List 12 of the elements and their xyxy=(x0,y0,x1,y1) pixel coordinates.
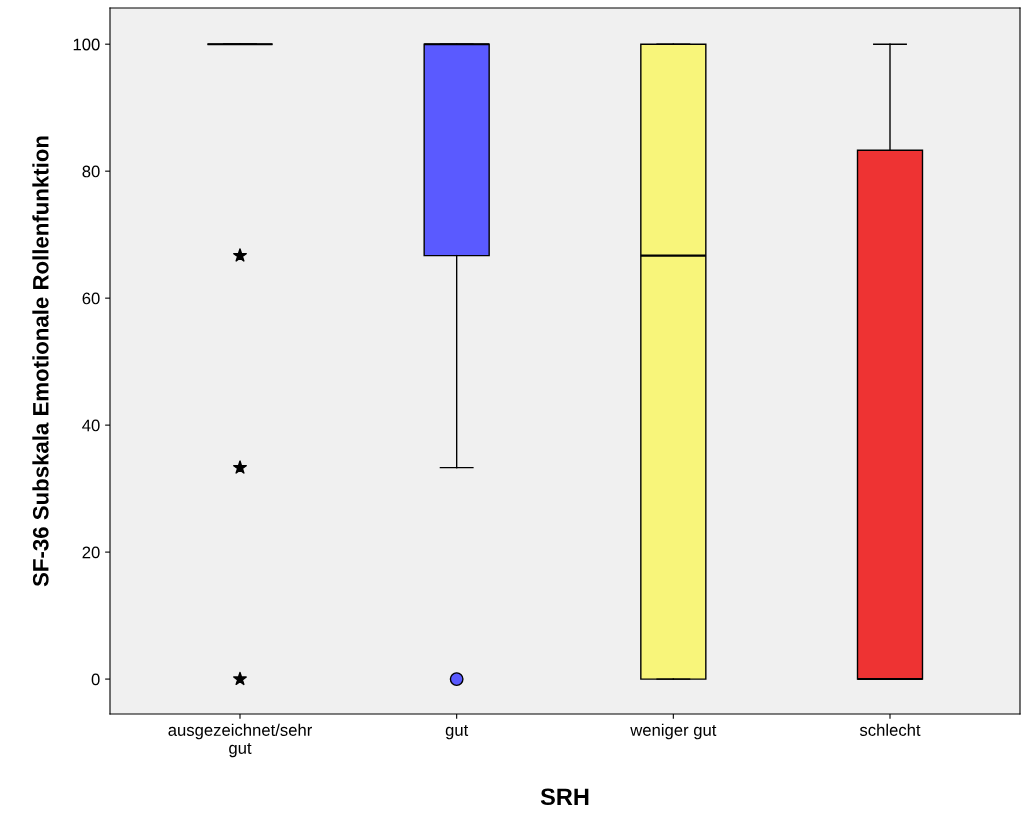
y-tick-label: 40 xyxy=(82,419,100,432)
y-tick-label: 80 xyxy=(82,165,100,178)
x-tick-label: ausgezeichnet/sehr gut xyxy=(168,723,312,758)
y-tick-label: 100 xyxy=(73,38,100,51)
y-tick-label: 60 xyxy=(82,292,100,305)
x-tick-label: schlecht xyxy=(859,723,921,736)
x-tick-label: gut xyxy=(445,725,469,740)
y-tick-label: 0 xyxy=(91,673,100,686)
x-tick-label: weniger gut xyxy=(630,723,717,740)
y-axis-title: SF-36 Subskala Emotionale Rollenfunktion xyxy=(32,136,49,587)
y-tick-label: 20 xyxy=(82,546,100,559)
x-axis-title: SRH xyxy=(540,788,589,806)
